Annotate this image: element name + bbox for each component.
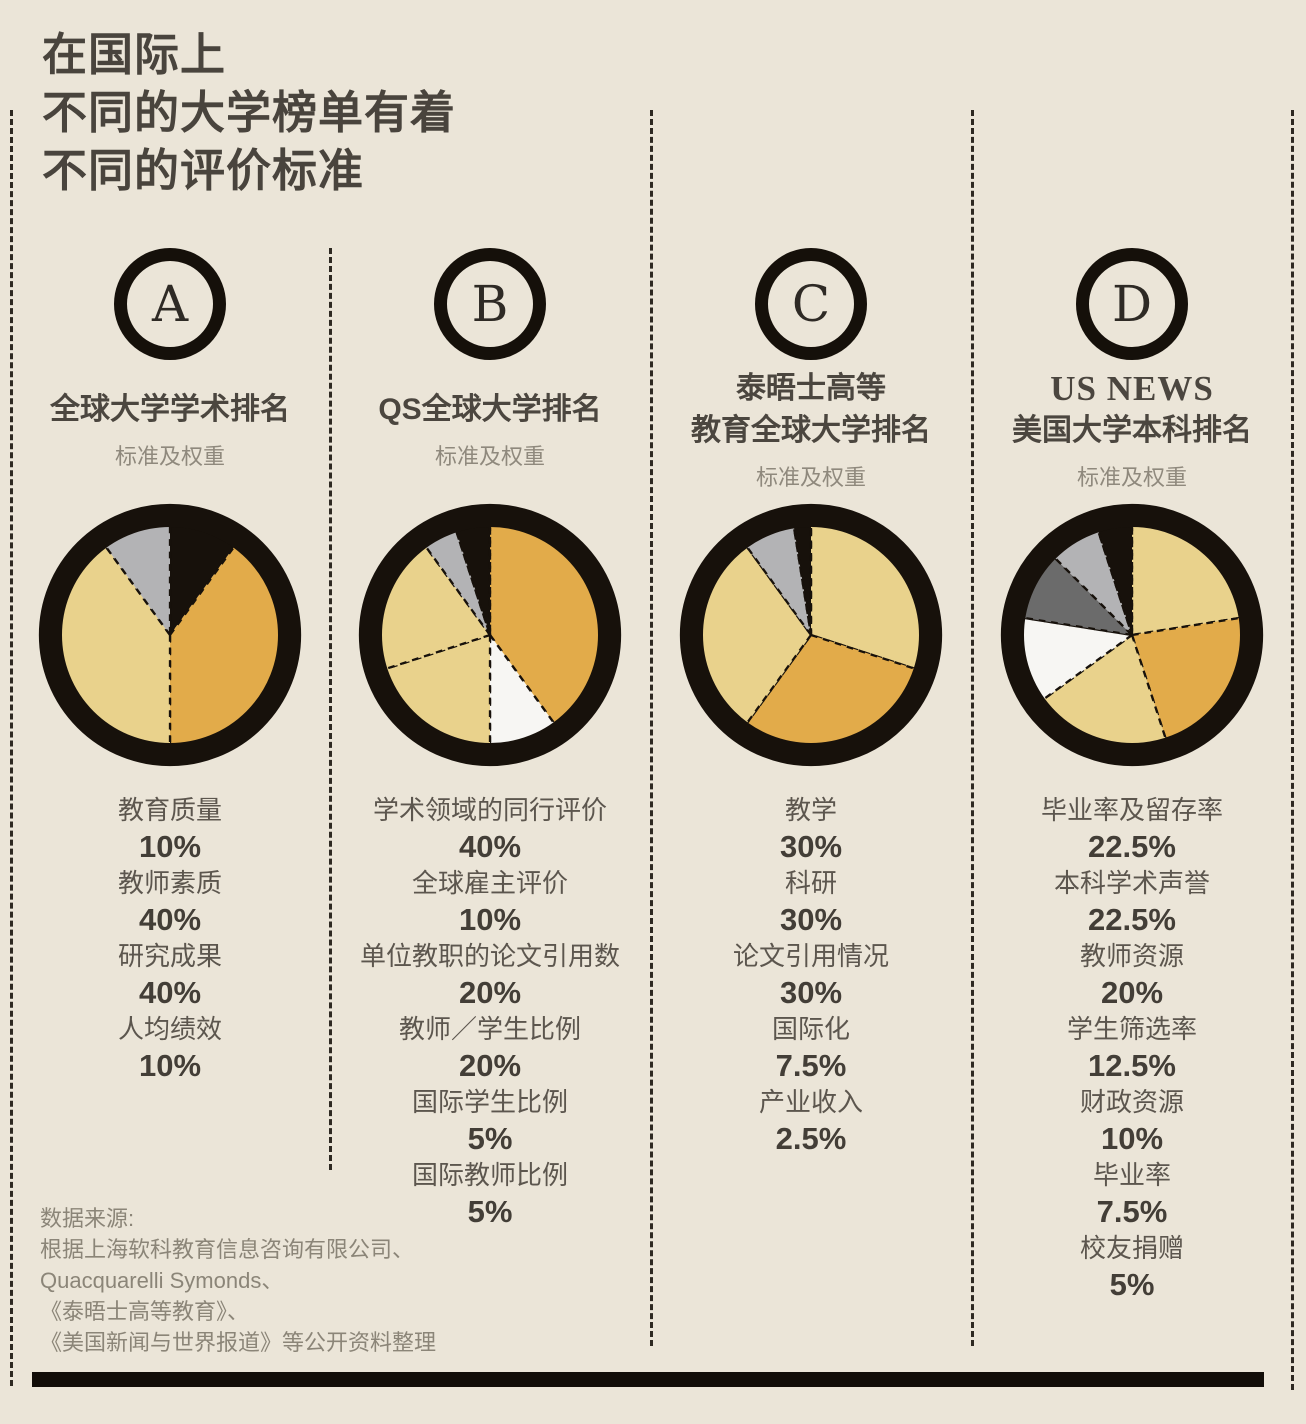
column-title: US NEWS 美国大学本科排名	[1012, 368, 1252, 452]
criterion-item: 产业收入 2.5%	[758, 1087, 863, 1156]
criterion-item: 人均绩效 10%	[117, 1014, 222, 1083]
criterion-item: 国际化 7.5%	[771, 1014, 850, 1083]
column-qs: B QS全球大学排名 标准及权重 学术领域的同行评价 40% 全球雇主评价 10…	[330, 248, 650, 1230]
criterion-item: 教学 30%	[779, 795, 843, 864]
column-header: 泰晤士高等 教育全球大学排名 标准及权重	[691, 360, 931, 500]
criterion-item: 国际学生比例 5%	[411, 1087, 568, 1156]
source-line: 数据来源:	[40, 1206, 135, 1231]
badge-letter: D	[1111, 275, 1153, 333]
column-header: QS全球大学排名 标准及权重	[378, 360, 601, 500]
criteria-list: 教育质量 10% 教师素质 40% 研究成果 40% 人均绩效 10%	[118, 792, 222, 1084]
criterion-item: 单位教职的论文引用数 20%	[359, 941, 620, 1010]
column-subtitle: 标准及权重	[434, 444, 545, 469]
source-line: Quacquarelli Symonds、	[40, 1268, 284, 1293]
column-title: 全球大学学术排名	[50, 389, 290, 431]
column-divider	[971, 110, 974, 1346]
column-divider	[10, 110, 13, 1386]
column-subtitle: 标准及权重	[114, 444, 225, 469]
column-arwu: A 全球大学学术排名 标准及权重 教育质量 10% 教师素质 40% 研究成果 …	[10, 248, 330, 1084]
column-title-line: 全球大学学术排名	[50, 393, 290, 426]
criterion-item: 教育质量 10%	[117, 795, 222, 864]
criterion-item: 学术领域的同行评价 40%	[372, 795, 607, 864]
column-header: 全球大学学术排名 标准及权重	[50, 360, 290, 500]
page-title: 在国际上 不同的大学榜单有着 不同的评价标准	[42, 26, 456, 200]
column-the: C 泰晤士高等 教育全球大学排名 标准及权重 教学 30% 科研 30% 论文引…	[651, 248, 971, 1157]
criterion-item: 财政资源 10%	[1079, 1087, 1184, 1156]
criterion-item: 教师／学生比例 20%	[398, 1014, 581, 1083]
source-line: 根据上海软科教育信息咨询有限公司、	[40, 1237, 415, 1262]
criterion-item: 校友捐赠 5%	[1079, 1233, 1184, 1302]
column-title-line: QS全球大学排名	[378, 393, 602, 426]
criteria-list: 学术领域的同行评价 40% 全球雇主评价 10% 单位教职的论文引用数 20% …	[360, 792, 620, 1230]
criterion-item: 全球雇主评价 10%	[411, 868, 568, 937]
column-subtitle: 标准及权重	[755, 465, 866, 490]
footer-bar	[32, 1372, 1264, 1387]
pie-chart-usnews	[997, 500, 1267, 770]
column-title: 泰晤士高等 教育全球大学排名	[691, 368, 931, 452]
criterion-item: 教师资源 20%	[1079, 941, 1184, 1010]
criterion-item: 本科学术声誉 22.5%	[1053, 868, 1210, 937]
column-title-line: US NEWS	[1050, 369, 1214, 408]
badge-circle-a: A	[114, 248, 226, 360]
column-divider	[329, 248, 332, 1170]
column-divider	[650, 110, 653, 1346]
criterion-item: 毕业率 7.5%	[1092, 1160, 1171, 1229]
column-subtitle: 标准及权重	[1076, 465, 1187, 490]
badge-letter: C	[791, 275, 831, 333]
pie-chart-qs	[355, 500, 625, 770]
criterion-item: 论文引用情况 30%	[732, 941, 889, 1010]
column-title: QS全球大学排名	[378, 389, 601, 431]
page-title-line: 不同的大学榜单有着	[42, 87, 457, 138]
column-usnews: D US NEWS 美国大学本科排名 标准及权重 毕业率及留存率 22.5% 本…	[972, 248, 1292, 1303]
criteria-list: 教学 30% 科研 30% 论文引用情况 30% 国际化 7.5% 产业收入 2…	[733, 792, 889, 1157]
column-header: US NEWS 美国大学本科排名 标准及权重	[1012, 360, 1252, 500]
page-title-line: 不同的评价标准	[42, 145, 365, 196]
criteria-list: 毕业率及留存率 22.5% 本科学术声誉 22.5% 教师资源 20% 学生筛选…	[1041, 792, 1223, 1303]
badge-letter: A	[151, 275, 189, 333]
column-title-line: 泰晤士高等	[736, 372, 886, 405]
badge-circle-b: B	[434, 248, 546, 360]
data-source-note: 数据来源: 根据上海软科教育信息咨询有限公司、 Quacquarelli Sym…	[40, 1203, 436, 1358]
criterion-item: 毕业率及留存率 22.5%	[1040, 795, 1223, 864]
badge-circle-d: D	[1076, 248, 1188, 360]
criterion-item: 国际教师比例 5%	[411, 1160, 568, 1229]
page-title-line: 在国际上	[42, 29, 227, 80]
column-divider	[1291, 110, 1294, 1390]
criterion-item: 研究成果 40%	[117, 941, 222, 1010]
badge-circle-c: C	[755, 248, 867, 360]
badge-letter: B	[471, 275, 509, 333]
criterion-item: 科研 30%	[779, 868, 843, 937]
criterion-item: 教师素质 40%	[117, 868, 222, 937]
source-line: 《泰晤士高等教育》、	[40, 1299, 250, 1324]
column-title-line: 美国大学本科排名	[1012, 414, 1252, 447]
column-title-line: 教育全球大学排名	[691, 414, 931, 447]
criterion-item: 学生筛选率 12.5%	[1066, 1014, 1197, 1083]
pie-chart-arwu	[35, 500, 305, 770]
source-line: 《美国新闻与世界报道》等公开资料整理	[40, 1330, 437, 1355]
pie-chart-the	[676, 500, 946, 770]
